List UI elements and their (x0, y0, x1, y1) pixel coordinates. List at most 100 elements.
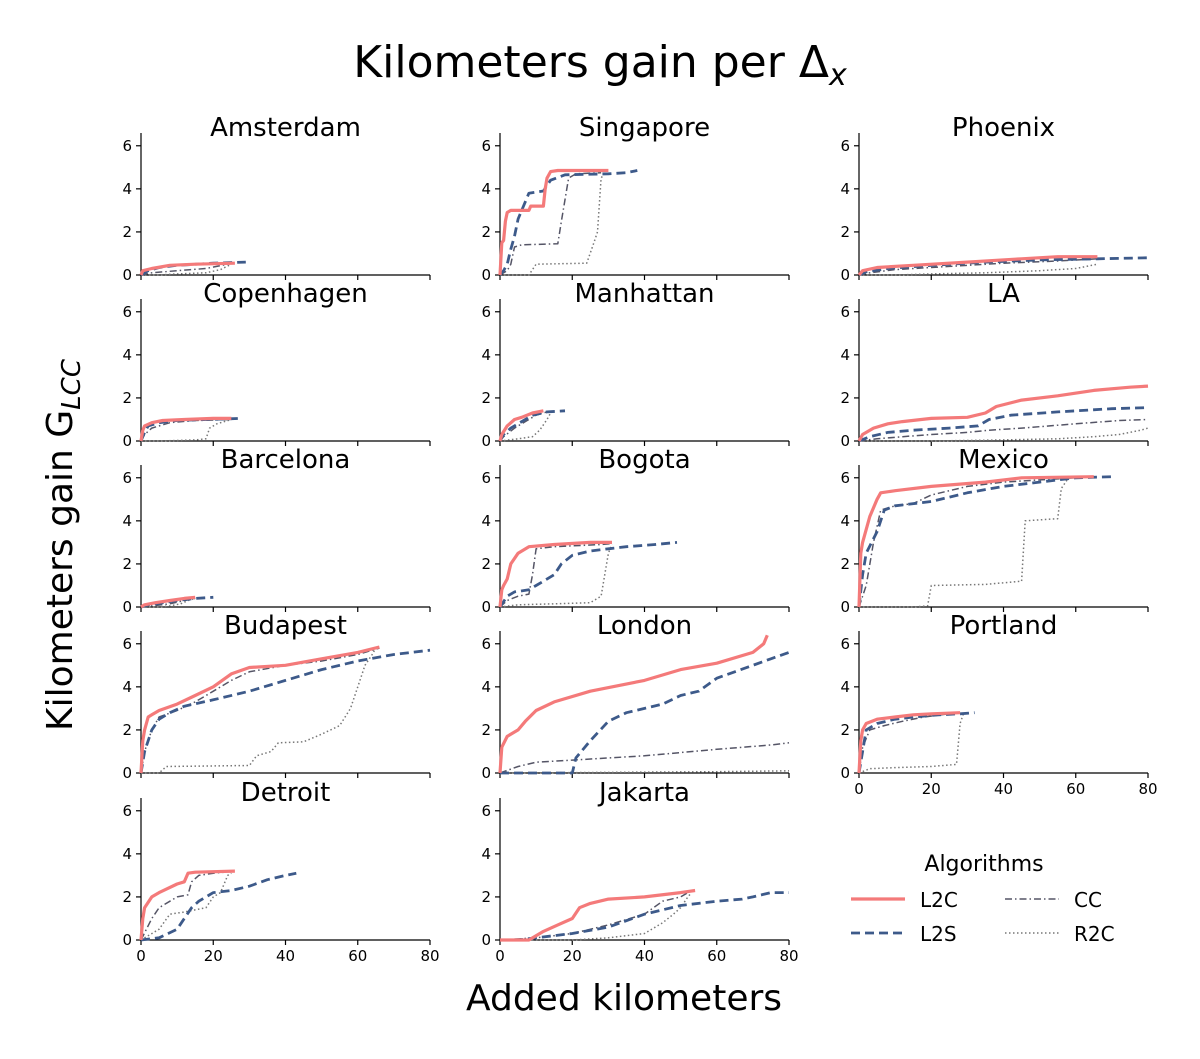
y-tick-label: 0 (122, 598, 132, 616)
series-line-r2c-detroit (140, 872, 232, 941)
series-line-l2s-bogota (498, 541, 678, 608)
y-tick-label: 4 (122, 845, 132, 863)
y-tick-label: 2 (122, 888, 132, 906)
panel-title-la: LA (987, 279, 1020, 309)
panels: Amsterdam0246Singapore0246Phoenix0246Cop… (122, 113, 1157, 965)
x-tick-label: 60 (348, 947, 367, 965)
series-line-cc-amsterdam (140, 263, 228, 276)
series-line-l2c-copenhagen (139, 416, 232, 442)
y-tick-label: 2 (122, 389, 132, 407)
series-line-r2c-portland (858, 712, 965, 774)
panel-title-bogota: Bogota (598, 445, 690, 475)
y-tick-label: 2 (481, 389, 491, 407)
series-line-l2c-london (498, 634, 769, 774)
series-line-l2c-portland (857, 711, 961, 774)
panel-la: LA 0 2 4 6 (840, 279, 1149, 450)
x-tick-label: 80 (779, 947, 798, 965)
series-line-cc-phoenix (858, 258, 1098, 276)
series-line-l2c-phoenix (857, 255, 1098, 277)
y-axis-title: Kilometers gain GLCC (40, 358, 87, 731)
series-line-l2s-detroit (140, 871, 297, 942)
y-axis-title-subscript: LCC (57, 358, 87, 410)
y-tick-label: 0 (481, 432, 491, 450)
y-tick-label: 4 (122, 346, 132, 364)
series-line-l2s-london (500, 651, 790, 775)
x-tick-label: 0 (495, 947, 505, 965)
legend: Algorithms L2C L2S CC R2C (851, 852, 1115, 946)
panel-title-budapest: Budapest (224, 611, 347, 641)
y-tick-label: 6 (840, 469, 850, 487)
series-line-l2c-singapore (498, 168, 609, 276)
y-tick-label: 4 (481, 678, 491, 696)
x-tick-label: 20 (563, 947, 582, 965)
panel-amsterdam: Amsterdam 0 2 4 6 (122, 113, 431, 284)
panel-title-london: London (597, 611, 692, 641)
panel-manhattan: Manhattan 0 2 4 6 (481, 279, 790, 450)
x-tick-label: 80 (1138, 780, 1157, 798)
y-tick-label: 2 (122, 555, 132, 573)
x-tick-label: 0 (854, 780, 864, 798)
y-tick-label: 0 (122, 931, 132, 949)
y-tick-label: 6 (840, 303, 850, 321)
legend-label-r2c: R2C (1074, 922, 1115, 946)
series-line-l2c-bogota (498, 540, 612, 608)
y-tick-label: 2 (481, 888, 491, 906)
y-tick-label: 4 (481, 180, 491, 198)
x-tick-label: 60 (1066, 780, 1085, 798)
series-line-l2c-detroit (139, 869, 235, 941)
y-tick-label: 6 (122, 469, 132, 487)
figure-title-main: Kilometers gain per Δ (353, 37, 829, 88)
series-line-l2c-mexico (857, 475, 1094, 608)
y-tick-label: 2 (840, 389, 850, 407)
y-tick-label: 6 (481, 802, 491, 820)
y-tick-label: 6 (122, 802, 132, 820)
series-line-l2c-barcelona (140, 595, 196, 609)
y-tick-label: 4 (122, 678, 132, 696)
y-tick-label: 6 (481, 635, 491, 653)
y-tick-label: 0 (481, 598, 491, 616)
figure-title: Kilometers gain per Δx (353, 37, 847, 93)
y-tick-label: 2 (122, 223, 132, 241)
series-line-l2s-budapest (139, 648, 431, 774)
panel-title-singapore: Singapore (579, 113, 710, 143)
legend-label-l2c: L2C (920, 888, 958, 912)
y-tick-label: 0 (122, 266, 132, 284)
y-tick-label: 6 (840, 137, 850, 155)
y-tick-label: 0 (122, 432, 132, 450)
series-line-cc-singapore (499, 171, 602, 276)
series-line-r2c-la (859, 427, 1149, 442)
y-tick-label: 0 (840, 764, 850, 782)
y-tick-label: 0 (481, 764, 491, 782)
panel-title-jakarta: Jakarta (597, 778, 690, 808)
y-tick-label: 6 (122, 137, 132, 155)
y-tick-label: 0 (840, 598, 850, 616)
series-line-cc-jakarta (499, 889, 692, 941)
y-tick-label: 6 (840, 635, 850, 653)
y-tick-label: 4 (481, 512, 491, 530)
y-tick-label: 0 (840, 266, 850, 284)
y-tick-label: 2 (840, 223, 850, 241)
panel-title-copenhagen: Copenhagen (203, 279, 367, 309)
panel-title-detroit: Detroit (241, 778, 331, 808)
x-tick-label: 0 (136, 947, 146, 965)
y-tick-label: 0 (122, 764, 132, 782)
series-line-r2c-singapore (500, 172, 606, 276)
y-tick-label: 6 (481, 303, 491, 321)
panel-title-mexico: Mexico (958, 445, 1049, 475)
series-line-r2c-jakarta (500, 892, 693, 941)
series-line-l2c-la (857, 384, 1149, 442)
legend-label-cc: CC (1074, 888, 1102, 912)
y-tick-label: 0 (481, 931, 491, 949)
series-line-l2s-portland (857, 711, 975, 774)
panel-barcelona: Barcelona 0 2 4 6 (122, 445, 431, 616)
legend-title: Algorithms (924, 852, 1043, 877)
series-line-r2c-budapest (141, 647, 377, 774)
panel-title-phoenix: Phoenix (952, 113, 1055, 143)
x-axis-title: Added kilometers (466, 978, 782, 1019)
legend-label-l2s: L2S (920, 922, 957, 946)
legend-entries: L2C L2S CC R2C (851, 888, 1115, 946)
